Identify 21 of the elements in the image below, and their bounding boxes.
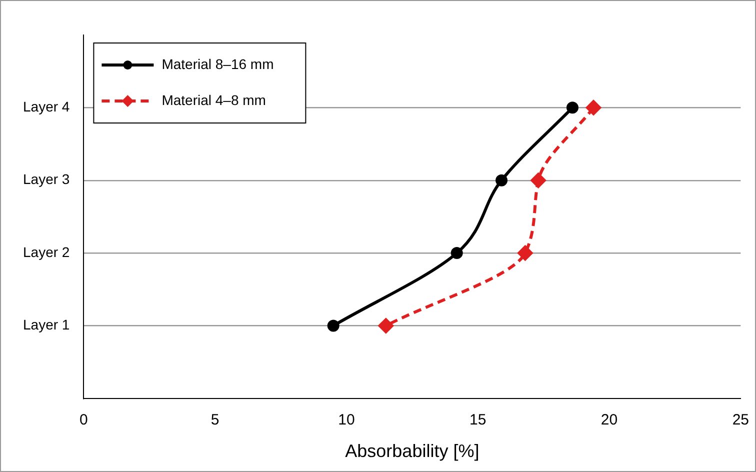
- y-tick-label: Layer 1: [22, 316, 70, 333]
- legend-label: Material 8–16 mm: [162, 56, 274, 72]
- x-tick-label: 20: [600, 412, 618, 429]
- x-tick-label: 25: [732, 412, 749, 429]
- y-tick-label: Layer 4: [22, 98, 70, 115]
- y-tick-label: Layer 3: [22, 171, 70, 188]
- x-axis-title: Absorbability [%]: [345, 441, 480, 462]
- point: [450, 247, 463, 260]
- legend-label: Material 4–8 mm: [162, 92, 266, 108]
- point: [496, 174, 508, 186]
- x-tick-label: 0: [80, 412, 88, 429]
- point: [378, 318, 394, 334]
- point: [586, 100, 601, 116]
- point: [518, 246, 533, 261]
- point: [327, 320, 340, 332]
- y-tick-label: Layer 2: [22, 244, 70, 260]
- x-tick-label: 10: [338, 412, 355, 429]
- point: [530, 172, 546, 188]
- x-tick-label: 5: [210, 412, 220, 429]
- x-tick-label: 15: [470, 412, 486, 429]
- point: [566, 102, 578, 114]
